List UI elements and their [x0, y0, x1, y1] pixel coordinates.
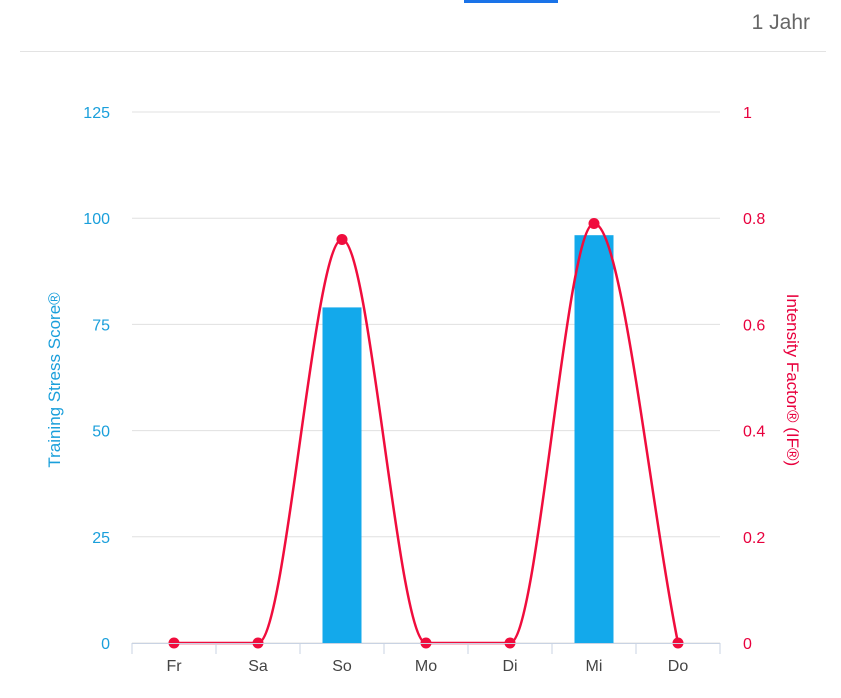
y-left-tick-label: 125 — [83, 105, 110, 122]
y-right-tick-label: 0.8 — [743, 211, 765, 228]
y-left-tick-label: 100 — [83, 211, 110, 228]
y-right-tick-label: 0 — [743, 636, 752, 653]
y-left-tick-label: 25 — [92, 530, 110, 547]
x-tick-label: Di — [502, 658, 517, 675]
y-right-tick-label: 0.2 — [743, 530, 765, 547]
if-point — [336, 233, 348, 245]
bar — [574, 235, 614, 643]
y-right-tick-label: 0.6 — [743, 317, 765, 334]
y-left-tick-label: 50 — [92, 424, 110, 441]
x-tick-label: Mi — [586, 658, 603, 675]
time-range-selector[interactable]: 1 Jahr — [751, 11, 810, 34]
x-tick-label: Fr — [166, 658, 182, 675]
x-tick-label: Sa — [248, 658, 268, 675]
y-axis-left: 0 25 50 75 100 125 — [83, 105, 110, 653]
x-tick-label: Do — [668, 658, 689, 675]
header-divider — [20, 51, 826, 52]
bar — [322, 307, 362, 643]
y-axis-right-label: Intensity Factor® (IF®) — [783, 294, 802, 466]
y-right-tick-label: 1 — [743, 105, 752, 122]
x-tick-label: So — [332, 658, 352, 675]
x-tick-label: Mo — [415, 658, 437, 675]
x-axis: Fr Sa So Mo Di Mi Do — [131, 643, 721, 675]
grid-lines — [132, 111, 720, 644]
bar-series — [322, 235, 614, 643]
y-axis-left-label: Training Stress Score® — [45, 292, 64, 468]
if-point — [588, 218, 600, 230]
active-tab-indicator — [464, 0, 558, 3]
y-left-tick-label: 75 — [92, 317, 110, 334]
y-left-tick-label: 0 — [101, 636, 110, 653]
y-axis-right: 0 0.2 0.4 0.6 0.8 1 — [743, 105, 765, 653]
y-right-tick-label: 0.4 — [743, 424, 765, 441]
